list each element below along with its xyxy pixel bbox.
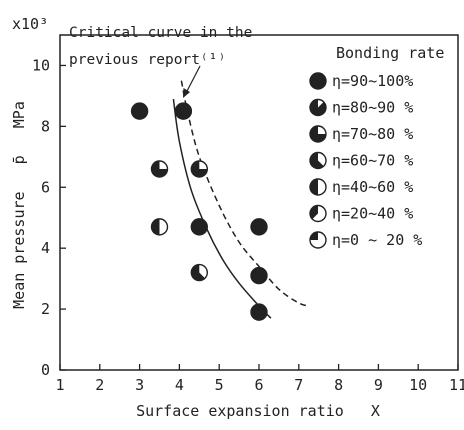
marker-fill <box>310 99 327 116</box>
x-tick-label: 5 <box>215 376 224 394</box>
marker-fill <box>151 161 168 177</box>
annotation-arrowhead <box>183 88 190 98</box>
legend-label: η=70~80 % <box>332 125 413 143</box>
marker-fill <box>151 218 160 235</box>
data-point <box>190 160 209 178</box>
y-exponent-label: x10³ <box>12 15 48 33</box>
marker-fill <box>310 179 318 195</box>
legend-label: η=20~40 % <box>332 205 413 223</box>
marker-fill <box>191 218 208 235</box>
y-axis-label: Mean pressure p̄ MPa <box>10 101 28 309</box>
marker-fill <box>310 73 326 89</box>
data-point <box>130 102 149 120</box>
data-point <box>190 263 209 282</box>
legend-marker <box>309 125 327 143</box>
marker-fill <box>175 103 192 120</box>
legend-marker <box>309 204 327 223</box>
legend-label: η=0 ~ 20 % <box>332 231 422 249</box>
x-tick-label: 6 <box>254 376 263 394</box>
legend-marker <box>309 72 327 90</box>
x-axis-label: Surface expansion ratio X <box>136 402 380 420</box>
legend-label: η=60~70 % <box>332 152 413 170</box>
y-tick-label: 4 <box>41 239 50 257</box>
y-tick-label: 8 <box>41 117 50 135</box>
critical-curve <box>172 98 272 319</box>
legend-label: η=80~90 % <box>332 99 413 117</box>
marker-fill <box>310 126 326 142</box>
data-point <box>190 218 209 236</box>
marker-fill <box>251 218 267 235</box>
annotation-line-1: Critical curve in the <box>69 25 252 41</box>
legend-label: η=40~60 % <box>332 178 413 196</box>
x-tick-label: 7 <box>294 376 303 394</box>
legend: η=90~100% η=80~90 % η=70~80 % η=60~70 % η=40… <box>309 72 422 249</box>
data-point <box>150 218 169 236</box>
x-tick-label: 2 <box>95 376 104 394</box>
y-tick-label: 0 <box>41 361 50 379</box>
legend-marker <box>309 231 327 249</box>
x-tick-label: 10 <box>409 376 427 394</box>
axis-ticks: 1 2 3 4 5 6 7 8 9 10 11 0 2 4 6 8 10 <box>32 56 464 394</box>
marker-fill <box>251 267 267 284</box>
marker-fill <box>191 161 208 177</box>
critical-curves <box>172 80 310 319</box>
marker-fill <box>310 152 324 169</box>
x-tick-label: 4 <box>175 376 184 394</box>
marker-fill <box>131 103 148 120</box>
y-tick-label: 2 <box>41 300 50 318</box>
x-tick-label: 9 <box>374 376 383 394</box>
marker-fill <box>251 304 267 321</box>
x-tick-label: 11 <box>449 376 464 394</box>
marker-fill <box>309 205 318 220</box>
legend-marker <box>309 151 327 170</box>
data-point <box>250 218 268 236</box>
data-point <box>150 160 169 178</box>
legend-label: η=90~100% <box>332 72 413 90</box>
annotation-arrow <box>185 65 201 94</box>
legend-marker <box>309 178 327 196</box>
data-point <box>250 303 268 321</box>
x-tick-label: 3 <box>135 376 144 394</box>
marker-fill <box>191 264 205 281</box>
data-point <box>250 266 268 285</box>
y-tick-label: 10 <box>32 56 50 74</box>
data-point <box>174 102 193 120</box>
data-points <box>130 102 268 321</box>
legend-title: Bonding rate <box>336 44 444 62</box>
x-tick-label: 8 <box>334 376 343 394</box>
y-tick-label: 6 <box>41 178 50 196</box>
annotation-line-2: previous report⁽¹⁾ <box>69 52 226 68</box>
x-tick-label: 1 <box>55 376 64 394</box>
legend-marker <box>309 98 327 117</box>
previous-critical-curve <box>180 80 310 307</box>
marker-fill <box>310 232 318 240</box>
